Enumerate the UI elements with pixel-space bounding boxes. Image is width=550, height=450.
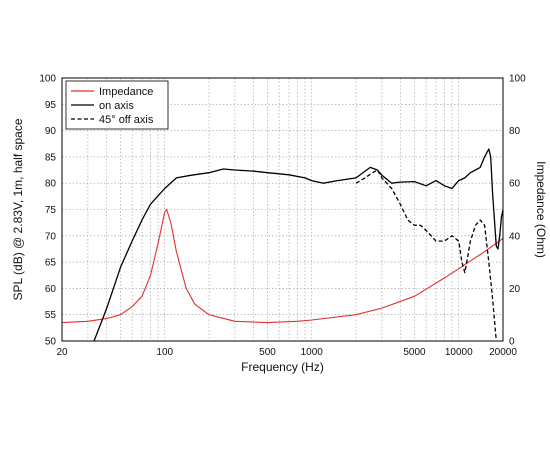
y-tick-label: 100	[39, 74, 56, 85]
y-tick-label: 70	[45, 231, 57, 242]
y-right-tick-label: 80	[509, 126, 521, 137]
y-tick-label: 55	[45, 310, 57, 321]
x-tick-label: 20000	[489, 347, 517, 358]
y-axis-label: SPL (dB) @ 2.83V, 1m, half space	[11, 118, 25, 300]
y-tick-label: 95	[45, 100, 57, 111]
y-right-tick-label: 100	[509, 74, 526, 85]
y-tick-label: 90	[45, 126, 57, 137]
series-line-2	[355, 169, 497, 341]
x-axis-label: Frequency (Hz)	[241, 360, 324, 374]
x-tick-label: 10000	[445, 347, 473, 358]
legend: Impedance on axis 45° off axis	[65, 80, 169, 130]
x-tick-label: 1000	[301, 347, 324, 358]
series-layer	[62, 148, 503, 341]
x-tick-label: 500	[259, 347, 276, 358]
series-line-0	[62, 208, 503, 324]
y-right-tick-label: 40	[509, 231, 521, 242]
y-tick-label: 65	[45, 258, 57, 269]
y-tick-label: 75	[45, 205, 57, 216]
y-tick-label: 85	[45, 152, 57, 163]
legend-label: Impedance	[99, 86, 153, 98]
y-right-tick-label: 0	[509, 337, 515, 348]
tick-labels: 20 100 500 1000 5000 10000 2000050556065707580…	[39, 74, 526, 359]
legend-label: on axis	[99, 100, 134, 112]
y-right-tick-label: 20	[509, 284, 521, 295]
x-tick-label: 100	[156, 347, 173, 358]
plot-frame	[61, 77, 504, 342]
x-tick-label: 5000	[403, 347, 426, 358]
y-right-tick-label: 60	[509, 179, 521, 190]
y-tick-label: 60	[45, 284, 57, 295]
legend-label: 45° off axis	[99, 114, 154, 126]
grid	[62, 78, 503, 341]
x-tick-label: 20	[56, 347, 68, 358]
y-axis-right-label: Impedance (Ohm)	[534, 161, 548, 258]
y-tick-label: 80	[45, 179, 57, 190]
series-line-1	[93, 148, 503, 341]
y-tick-label: 50	[45, 337, 57, 348]
